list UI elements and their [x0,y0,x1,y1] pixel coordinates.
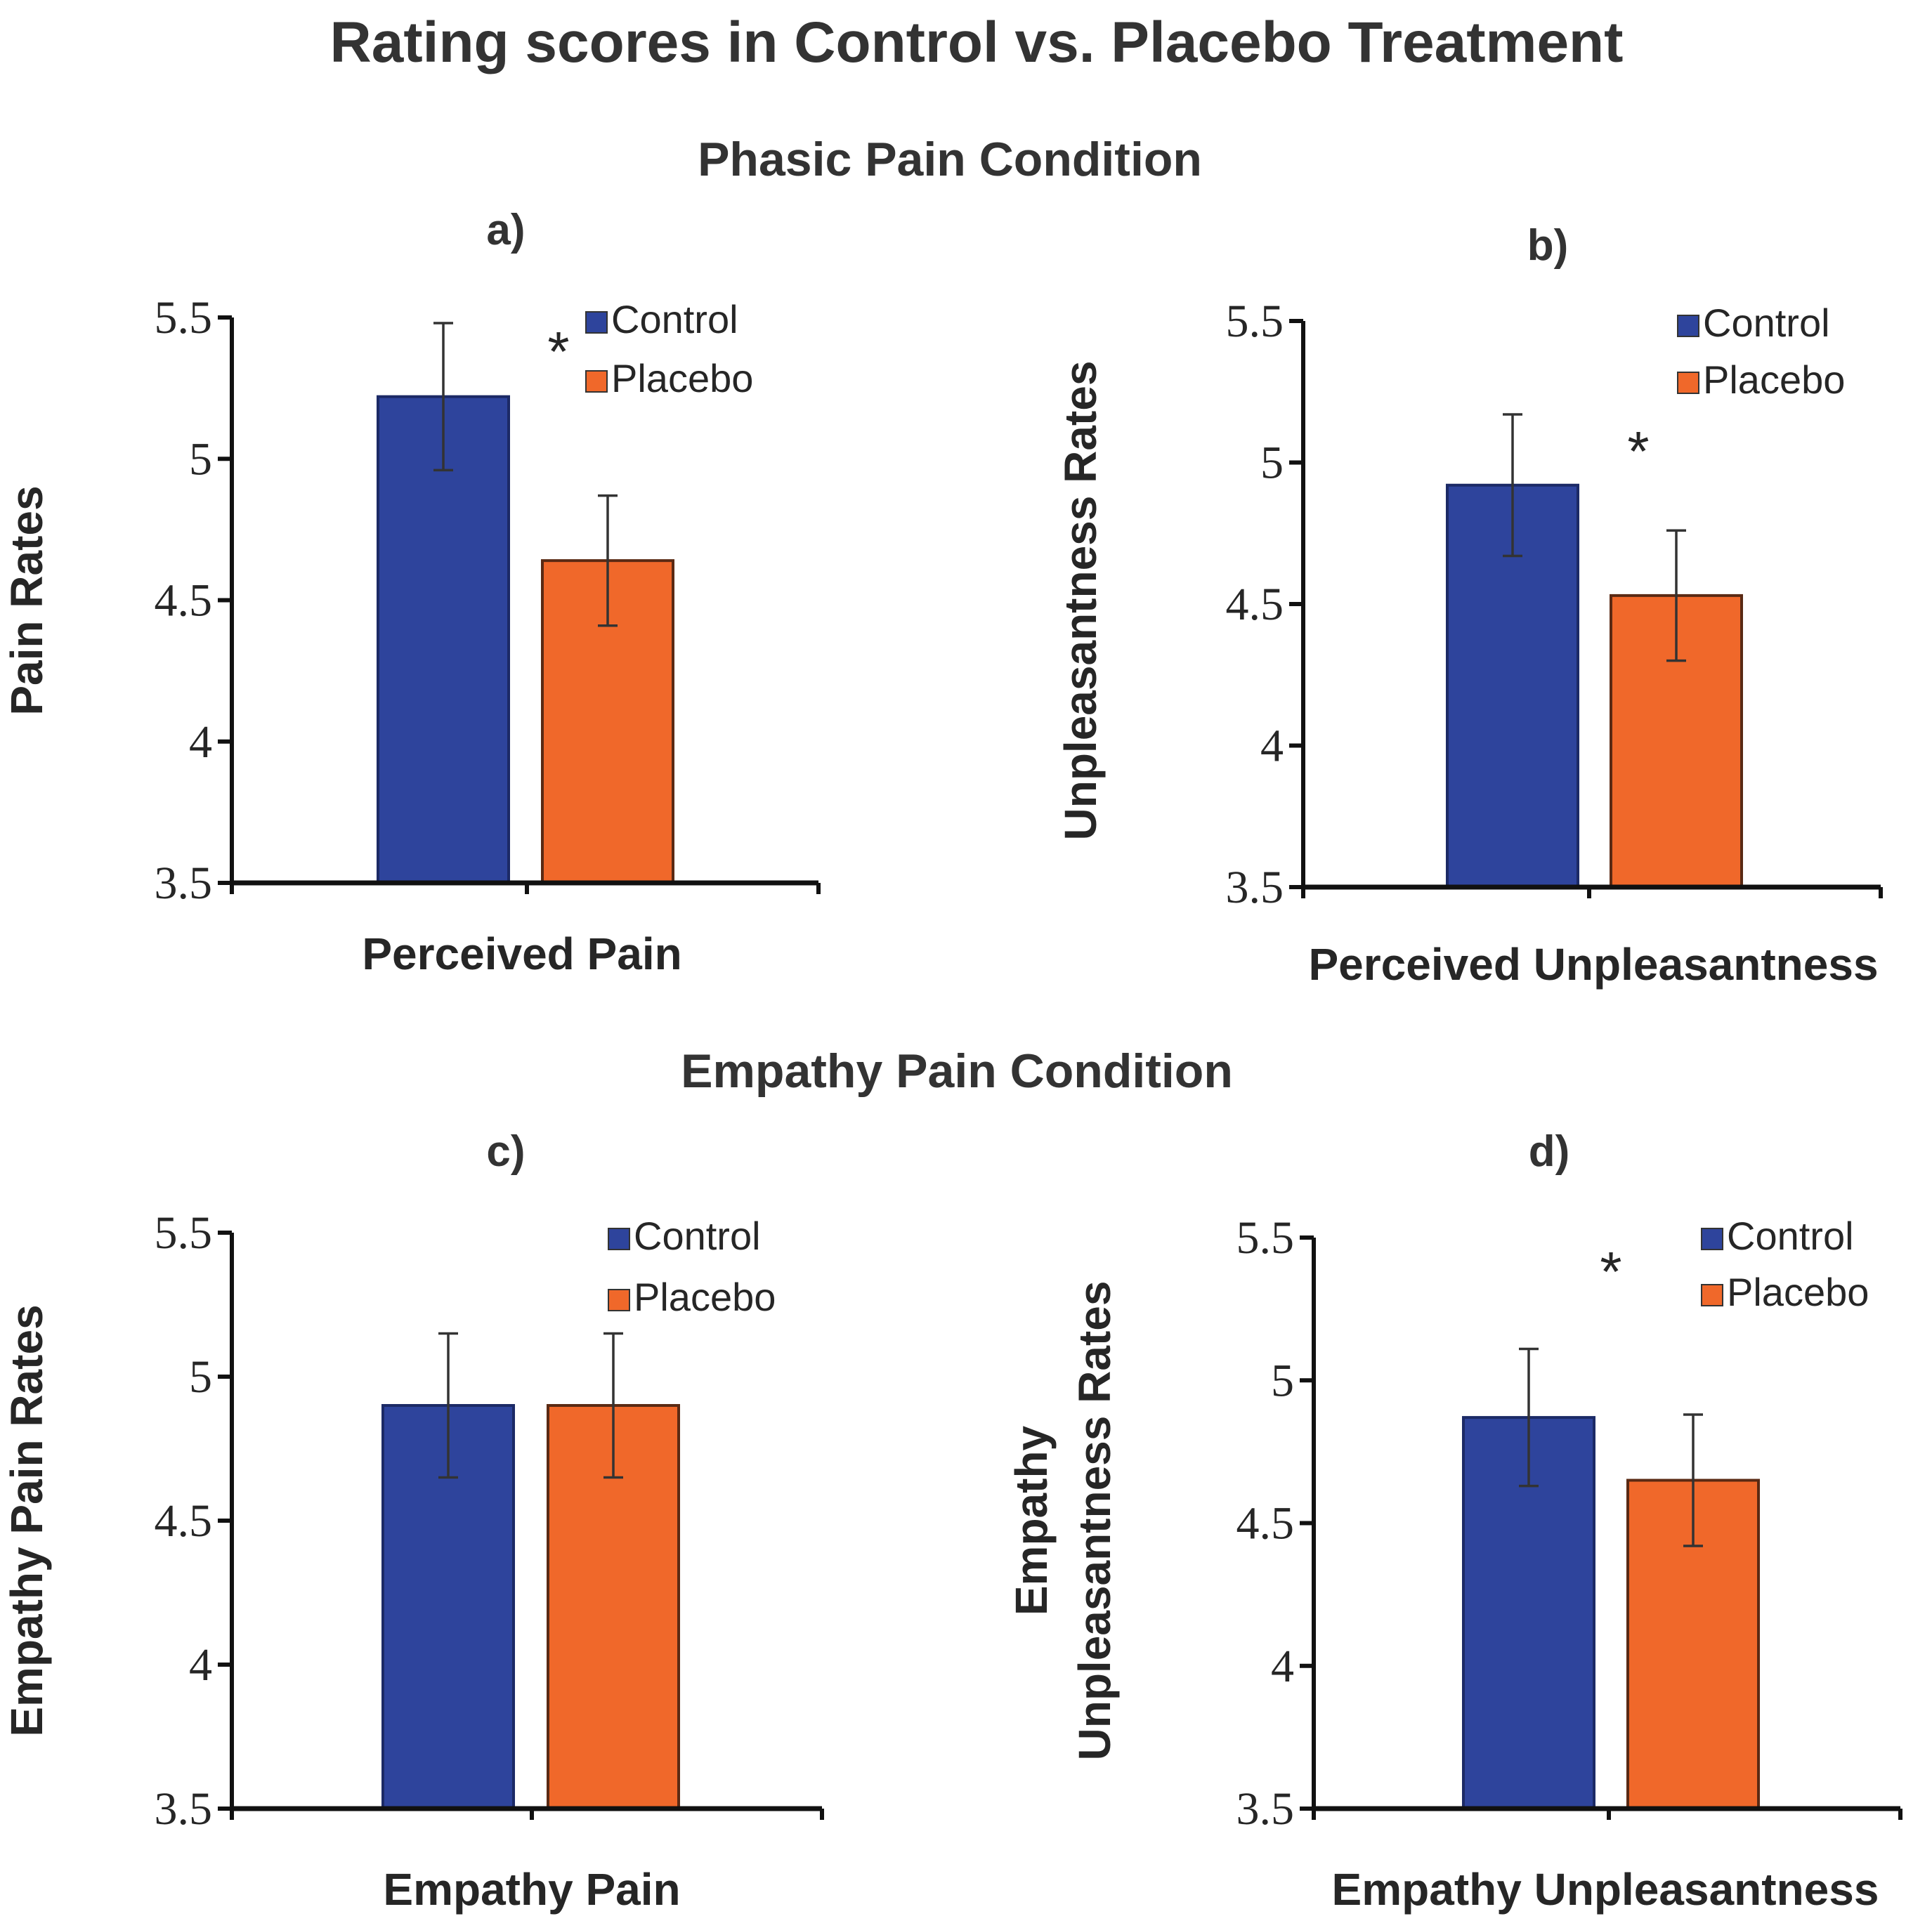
error-bar-placebo [603,1332,623,1479]
section-title-phasic: Phasic Pain Condition [698,133,1202,186]
y-tick-label: 5.5 [155,1207,213,1259]
y-tick-label: 3.5 [155,858,213,909]
legend-swatch-control [1701,1228,1723,1250]
y-tick-label: 3.5 [1236,1783,1295,1835]
legend-label-placebo: Placebo [1727,1270,1869,1314]
legend-swatch-placebo [1701,1284,1723,1306]
legend: Control Placebo [1677,301,1845,402]
panel-label: d) [1529,1127,1570,1176]
y-axis-label: Empathy Pain Rates [1,1304,52,1736]
y-tick-label: 4 [1260,721,1284,772]
y-tick-label: 4.5 [155,575,213,627]
legend-swatch-placebo [585,370,608,393]
error-bar-placebo [1666,529,1686,662]
legend-label-control: Control [611,297,738,341]
error-bar-placebo [1683,1413,1703,1547]
error-bar-control [438,1332,458,1479]
x-axis-label: Empathy Pain [383,1864,680,1915]
y-tick-label: 4 [189,1639,212,1691]
significance-star: * [1600,1240,1621,1303]
y-tick-label: 3.5 [1226,862,1284,913]
legend-label-control: Control [634,1214,761,1258]
chart-panel-4: d) 3.5 4 4.5 5 5.5 Empathy Unpleasantness Empat… [1006,1127,1902,1915]
legend-label-control: Control [1727,1214,1854,1258]
legend-swatch-control [585,311,608,334]
legend-swatch-placebo [608,1289,630,1311]
error-bar-placebo [598,494,618,627]
y-tick-label: 5.5 [155,292,213,343]
y-tick-label: 5 [1260,438,1284,489]
chart-panel-2: b) 3.5 4 4.5 5 5.5 Perceived Unpleasantness Unp… [1055,221,1883,990]
y-tick-label: 5 [1271,1355,1294,1406]
error-bar-control [1519,1347,1539,1488]
y-tick-label: 4.5 [155,1495,213,1547]
figure-title: Rating scores in Control vs. Placebo Tre… [330,11,1624,74]
y-tick-label: 5.5 [1236,1212,1295,1264]
error-bar-control [1503,413,1522,558]
y-tick-label: 4.5 [1226,579,1284,630]
significance-star: * [547,320,569,383]
y-axis-label: Pain Rates [1,485,52,715]
y-tick-label: 4 [1271,1641,1294,1692]
legend-swatch-control [608,1228,630,1250]
y-axis-label-line: Unpleasantness Rates [1069,1281,1120,1761]
y-tick-label: 3.5 [155,1783,213,1835]
panel-label: a) [486,206,525,254]
error-bar-control [433,322,453,472]
legend-swatch-placebo [1677,372,1699,394]
panel-label: b) [1527,221,1569,270]
x-axis-label: Perceived Pain [362,929,681,979]
y-tick-label: 4 [189,716,212,768]
legend: Control Placebo [1701,1214,1869,1314]
legend-label-control: Control [1703,301,1830,345]
legend-swatch-control [1677,315,1699,337]
section-title-empathy: Empathy Pain Condition [681,1044,1233,1098]
y-tick-label: 5 [189,433,212,485]
legend: Control Placebo [608,1214,776,1319]
chart-panel-1: a) 3.5 4 4.5 5 5.5 Perceived Pain Pain Rates Con… [1,206,821,979]
legend-label-placebo: Placebo [611,356,753,400]
y-tick-label: 4.5 [1236,1498,1295,1549]
x-axis-label: Empathy Unpleasantness [1332,1864,1879,1915]
y-axis-label: Empathy Unpleasantness Rates [1006,1281,1120,1761]
x-axis-label: Perceived Unpleasantness [1308,939,1878,990]
significance-star: * [1627,420,1649,483]
y-axis-label-line: Empathy [1006,1425,1057,1615]
y-tick-label: 5.5 [1226,296,1284,347]
legend: Control Placebo [585,297,753,400]
legend-label-placebo: Placebo [1703,358,1845,402]
y-tick-label: 5 [189,1351,212,1403]
y-axis-label: Unpleasantness Rates [1055,361,1106,841]
panels: a) 3.5 4 4.5 5 5.5 Perceived Pain Pain Rates Con… [1,206,1902,1915]
bar-control [377,395,510,884]
legend-label-placebo: Placebo [634,1275,776,1319]
panel-label: c) [486,1127,525,1176]
chart-panel-3: c) 3.5 4 4.5 5 5.5 Empathy Pain Empathy Pain Ra… [1,1127,824,1915]
